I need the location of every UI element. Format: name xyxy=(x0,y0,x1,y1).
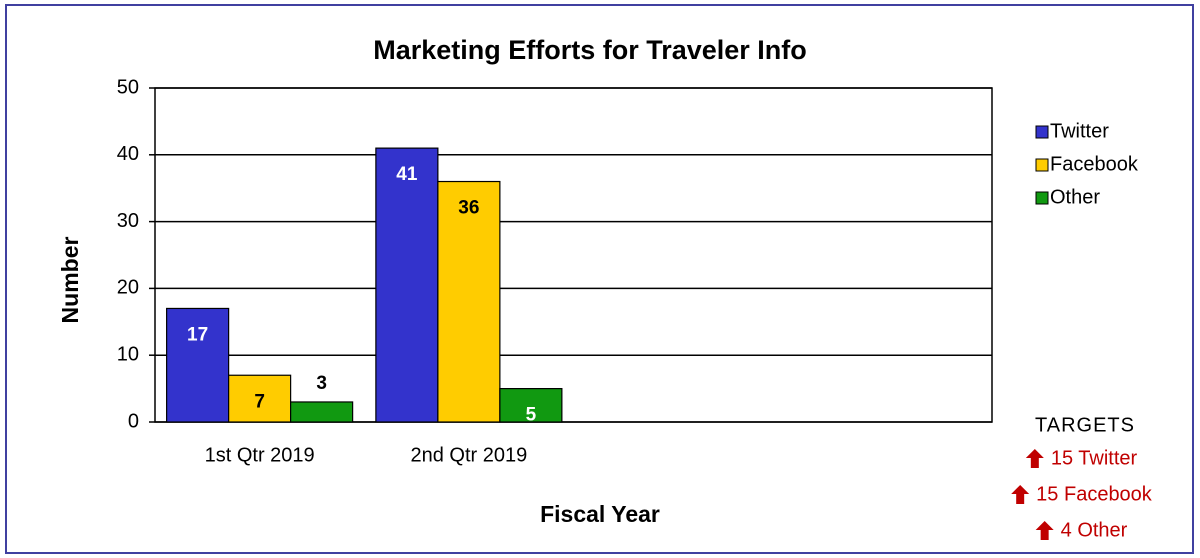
legend-label: Twitter xyxy=(1050,120,1109,142)
target-item: 15 Facebook xyxy=(1036,483,1153,505)
data-label: 3 xyxy=(316,373,327,394)
data-label: 7 xyxy=(254,391,265,412)
data-label: 36 xyxy=(458,198,479,219)
x-tick-label: 2nd Qtr 2019 xyxy=(411,444,528,466)
y-tick-label: 30 xyxy=(117,210,139,232)
chart-title: Marketing Efforts for Traveler Info xyxy=(373,35,807,65)
target-item: 4 Other xyxy=(1061,519,1128,541)
bar xyxy=(166,307,230,423)
y-axis-label: Number xyxy=(57,237,83,324)
data-label: 41 xyxy=(396,164,418,185)
targets-title: TARGETS xyxy=(1035,414,1135,436)
target-arrow xyxy=(1035,521,1054,540)
plot-area xyxy=(154,87,993,423)
target-arrow xyxy=(1011,485,1030,504)
target-arrow xyxy=(1025,449,1044,468)
bar xyxy=(375,147,439,423)
y-tick-label: 50 xyxy=(117,76,139,98)
y-tick-label: 0 xyxy=(128,410,139,432)
legend-swatch xyxy=(1035,191,1049,205)
bar xyxy=(499,388,563,423)
data-label: 17 xyxy=(187,324,208,345)
legend-swatch xyxy=(1035,158,1049,172)
bar xyxy=(437,180,501,423)
y-tick-label: 10 xyxy=(117,343,139,365)
chart-border xyxy=(5,4,1194,554)
bar xyxy=(228,374,292,423)
bar xyxy=(290,401,354,423)
y-tick-label: 40 xyxy=(117,143,139,165)
target-item: 15 Twitter xyxy=(1051,447,1138,469)
x-tick-label: 1st Qtr 2019 xyxy=(205,444,315,466)
legend-label: Facebook xyxy=(1050,153,1139,175)
y-tick-label: 20 xyxy=(117,277,139,299)
x-axis-label: Fiscal Year xyxy=(540,501,660,527)
legend-label: Other xyxy=(1050,186,1100,208)
data-label: 5 xyxy=(526,405,537,426)
legend-swatch xyxy=(1035,125,1049,139)
